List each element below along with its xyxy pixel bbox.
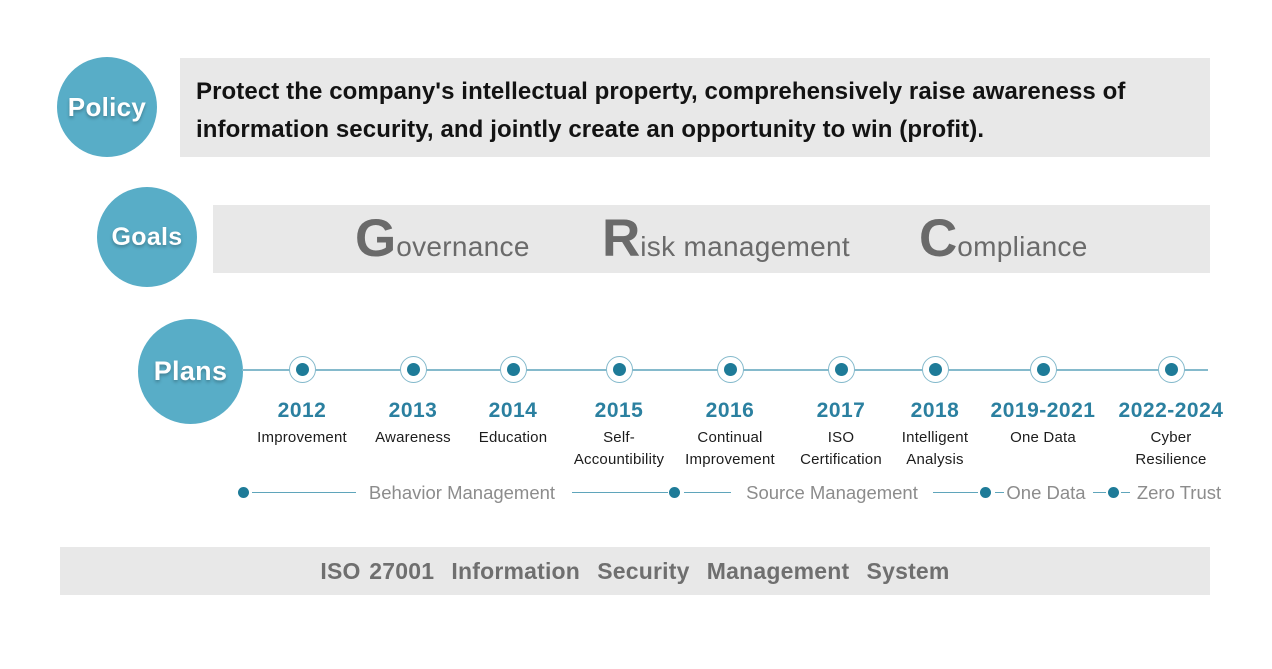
footer-title: ISO 27001 Information Security Managemen… <box>320 557 950 584</box>
timeline-marker-dot <box>928 363 942 376</box>
milestone-year: 2017 <box>816 399 866 422</box>
milestone-title: Cyber Resilience <box>1135 429 1207 468</box>
footer-banner: ISO 27001 Information Security Managemen… <box>60 547 1210 595</box>
timeline-marker-icon <box>499 356 527 383</box>
phase-dot-icon <box>980 486 991 498</box>
goal-risk-initial: R <box>602 209 641 268</box>
phase-connector <box>995 491 1004 493</box>
timeline-marker-icon <box>716 356 744 383</box>
plans-bubble: Plans <box>138 319 243 424</box>
milestone-2016: 2016 Continual Improvement <box>655 356 805 471</box>
goals-bubble: Goals <box>97 187 197 287</box>
goal-compliance: Compliance <box>919 212 1088 265</box>
milestone-2017: 2017 ISO Certification <box>766 356 916 471</box>
goal-risk-rest: isk management <box>640 231 850 262</box>
milestone-year: 2018 <box>910 399 960 422</box>
timeline-marker-icon <box>827 356 855 383</box>
timeline-marker-icon <box>1029 356 1057 383</box>
milestone-year: 2014 <box>488 399 538 422</box>
timeline-marker-icon <box>288 356 316 383</box>
milestone-title: Self- Accountibility <box>573 429 665 468</box>
policy-text-line-2: information security, and jointly create… <box>196 116 985 143</box>
milestone-title: Improvement <box>257 429 347 446</box>
goal-governance-rest: overnance <box>396 231 530 262</box>
timeline-marker-icon <box>605 356 633 383</box>
timeline-marker-dot <box>612 363 626 376</box>
timeline-marker-dot <box>506 363 520 376</box>
milestone-2015: 2015 Self- Accountibility <box>544 356 694 471</box>
milestone-2012: 2012 Improvement <box>227 356 377 449</box>
phase-behavior-management: Behavior Management <box>368 482 556 503</box>
phase-connector <box>684 491 731 493</box>
milestone-year: 2019-2021 <box>990 399 1096 422</box>
phase-zero-trust: Zero Trust <box>1136 482 1222 503</box>
goal-risk-management: Risk management <box>602 212 850 265</box>
milestone-2019-2021: 2019-2021 One Data <box>968 356 1118 449</box>
milestone-year: 2013 <box>388 399 438 422</box>
milestone-title: Education <box>478 429 548 446</box>
milestone-year: 2022-2024 <box>1118 399 1224 422</box>
goal-governance-initial: G <box>355 209 397 268</box>
policy-bubble-label: Policy <box>67 91 147 122</box>
timeline-marker-dot <box>1164 363 1178 376</box>
phase-dot-icon <box>1108 486 1119 498</box>
timeline-marker-dot <box>1036 363 1050 376</box>
timeline-marker-dot <box>834 363 848 376</box>
phase-connector <box>1093 491 1106 493</box>
policy-banner: Protect the company's intellectual prope… <box>180 58 1210 157</box>
phase-source-management: Source Management <box>746 482 918 503</box>
milestone-2018: 2018 Intelligent Analysis <box>860 356 1010 471</box>
timeline-marker-dot <box>723 363 737 376</box>
milestone-year: 2016 <box>705 399 755 422</box>
phase-one-data: One Data <box>1006 482 1086 503</box>
goals-banner: Governance Risk management Compliance <box>213 205 1210 273</box>
plans-bubble-label: Plans <box>153 356 228 386</box>
goal-governance: Governance <box>355 212 530 265</box>
policy-text-line-1: Protect the company's intellectual prope… <box>196 78 1126 105</box>
phase-connector <box>1121 491 1130 493</box>
timeline-marker-icon <box>1157 356 1185 383</box>
phase-connector <box>933 491 978 493</box>
milestone-2022-2024: 2022-2024 Cyber Resilience <box>1096 356 1246 471</box>
phase-connector <box>252 491 356 493</box>
timeline-marker-dot <box>406 363 420 376</box>
goal-compliance-rest: ompliance <box>957 231 1088 262</box>
timeline-marker-icon <box>921 356 949 383</box>
milestone-title: Continual Improvement <box>685 429 775 468</box>
phase-dot-icon <box>238 486 249 498</box>
milestone-title: Intelligent Analysis <box>901 429 969 468</box>
milestone-title: ISO Certification <box>800 429 882 468</box>
phase-dot-icon <box>669 486 680 498</box>
milestone-title: One Data <box>1010 429 1076 446</box>
milestone-year: 2015 <box>594 399 644 422</box>
goals-bubble-label: Goals <box>111 222 183 251</box>
timeline-marker-dot <box>295 363 309 376</box>
timeline-marker-icon <box>399 356 427 383</box>
goal-compliance-initial: C <box>919 209 958 268</box>
milestone-year: 2012 <box>277 399 327 422</box>
milestone-2014: 2014 Education <box>438 356 588 449</box>
phase-connector <box>572 491 668 493</box>
milestone-title: Awareness <box>375 429 451 446</box>
milestone-2013: 2013 Awareness <box>338 356 488 449</box>
policy-bubble: Policy <box>57 57 157 157</box>
